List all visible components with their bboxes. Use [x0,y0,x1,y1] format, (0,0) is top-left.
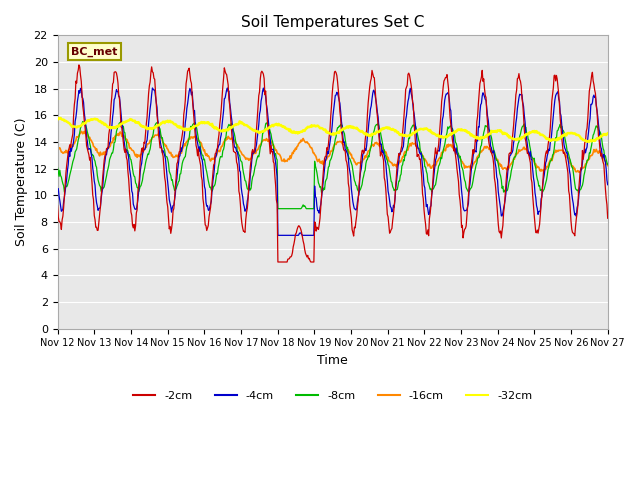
Y-axis label: Soil Temperature (C): Soil Temperature (C) [15,118,28,246]
Title: Soil Temperatures Set C: Soil Temperatures Set C [241,15,424,30]
Text: BC_met: BC_met [71,47,118,57]
Legend: -2cm, -4cm, -8cm, -16cm, -32cm: -2cm, -4cm, -8cm, -16cm, -32cm [129,386,536,405]
X-axis label: Time: Time [317,354,348,367]
